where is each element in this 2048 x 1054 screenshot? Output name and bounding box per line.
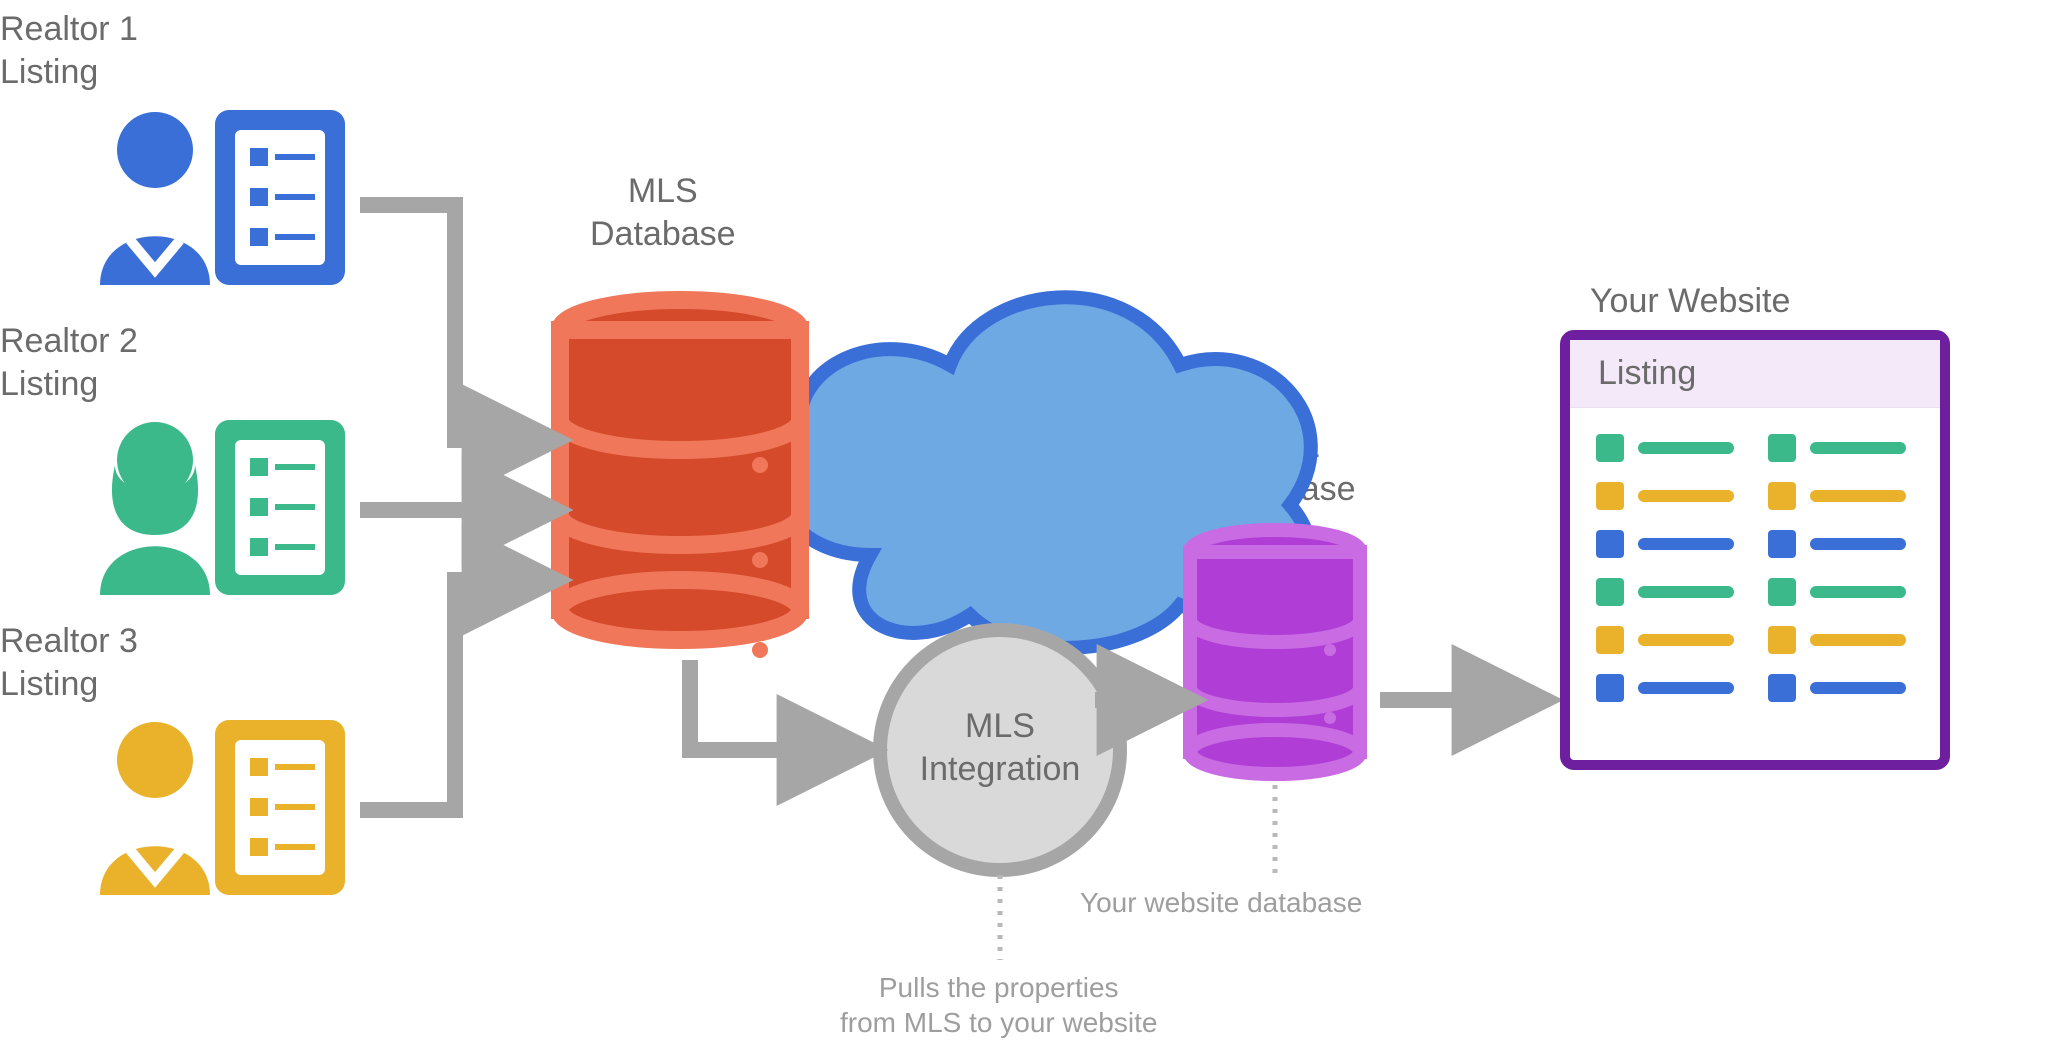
website-card: Listing bbox=[1560, 330, 1950, 770]
edge-r1 bbox=[360, 205, 540, 440]
realtor2-icon bbox=[100, 420, 345, 595]
list-item bbox=[1596, 482, 1742, 510]
mls-db-icon bbox=[560, 300, 800, 658]
list-item bbox=[1596, 578, 1742, 606]
website-listing-grid bbox=[1570, 408, 1940, 728]
list-item bbox=[1596, 530, 1742, 558]
website-header: Listing bbox=[1570, 340, 1940, 408]
list-item bbox=[1768, 578, 1914, 606]
mls-int-label: MLS Integration bbox=[905, 705, 1095, 790]
wpl-db-icon bbox=[1190, 530, 1360, 774]
edge-mls-int bbox=[690, 660, 855, 750]
realtor1-icon bbox=[100, 110, 345, 285]
list-item bbox=[1768, 434, 1914, 462]
diagram-stage: Realtor 1 Listing Realtor 2 Listing Real… bbox=[0, 0, 2048, 1054]
list-item bbox=[1768, 482, 1914, 510]
list-item bbox=[1768, 626, 1914, 654]
list-item bbox=[1768, 674, 1914, 702]
list-item bbox=[1768, 530, 1914, 558]
edge-r3 bbox=[360, 580, 540, 810]
list-item bbox=[1596, 626, 1742, 654]
list-item bbox=[1596, 674, 1742, 702]
realtor3-icon bbox=[100, 720, 345, 895]
list-item bbox=[1596, 434, 1742, 462]
